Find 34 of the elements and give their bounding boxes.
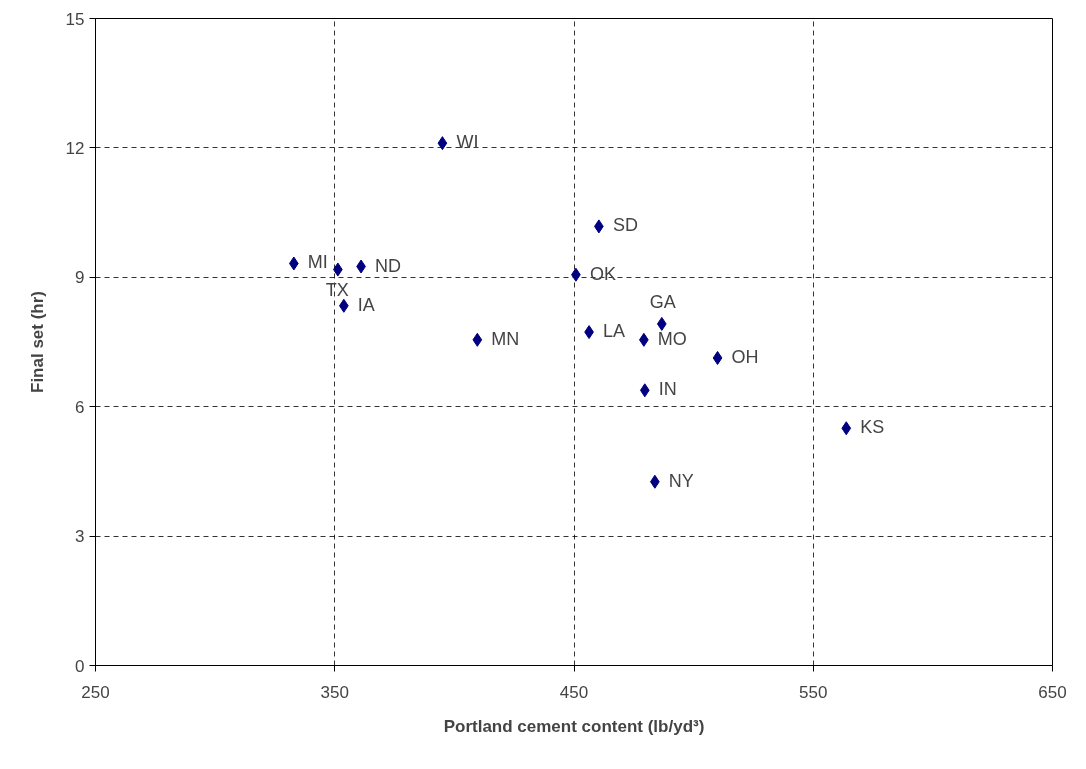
annotation: LA	[603, 321, 626, 342]
y-tick-label: 6	[75, 397, 85, 417]
annotation: IA	[357, 294, 375, 315]
annotation: KS	[860, 417, 885, 438]
annotation: GA	[649, 291, 676, 312]
annotation: WI	[456, 132, 479, 153]
y-tick-label: 12	[65, 138, 85, 158]
annotation: TX	[325, 279, 349, 300]
y-tick-label: 0	[75, 656, 85, 676]
y-tick-label: 3	[75, 527, 85, 547]
x-tick-label: 650	[1038, 682, 1067, 702]
x-axis-title: Portland cement content (lb/yd³)	[443, 716, 705, 736]
annotation: IN	[658, 379, 677, 400]
point	[437, 136, 448, 151]
annotation: MN	[491, 328, 520, 349]
y-tick-label: 15	[65, 9, 85, 29]
point	[639, 383, 650, 398]
y-tick-label: 9	[75, 268, 85, 288]
x-tick-label: 450	[559, 682, 589, 702]
annotation: MO	[657, 328, 687, 349]
annotation: NY	[668, 470, 694, 491]
x-tick-label: 350	[320, 682, 349, 702]
x-tick-label: 250	[81, 682, 110, 702]
annotation: ND	[375, 255, 402, 276]
annotation: SD	[612, 215, 638, 236]
annotation: OK	[589, 263, 616, 284]
point	[712, 350, 723, 365]
point	[472, 332, 483, 347]
y-axis-title: Final set (hr)	[27, 290, 47, 393]
annotation: MI	[307, 252, 328, 273]
point	[841, 421, 852, 436]
point	[656, 316, 667, 331]
x-tick-label: 550	[799, 682, 828, 702]
annotation: OH	[731, 346, 759, 367]
